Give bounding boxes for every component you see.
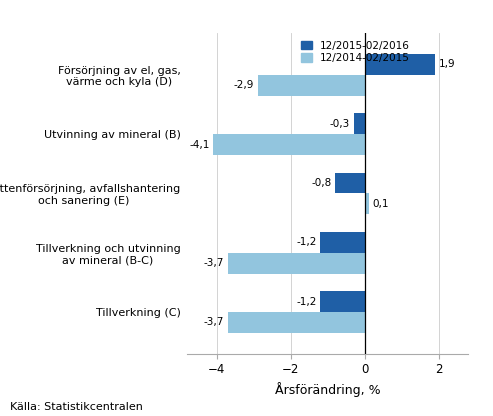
Text: -0,8: -0,8: [311, 178, 331, 188]
Text: -3,7: -3,7: [204, 317, 224, 327]
Bar: [213, 134, 365, 155]
Bar: [228, 253, 365, 274]
Text: 0,1: 0,1: [372, 199, 388, 209]
Legend: 12/2015-02/2016, 12/2014-02/2015: 12/2015-02/2016, 12/2014-02/2015: [299, 39, 412, 65]
Bar: [365, 193, 368, 214]
Bar: [258, 75, 365, 96]
Text: -3,7: -3,7: [204, 258, 224, 268]
Bar: [320, 232, 365, 253]
Bar: [365, 54, 435, 75]
Text: -4,1: -4,1: [189, 139, 210, 149]
Bar: [354, 113, 365, 134]
Text: -1,2: -1,2: [296, 238, 317, 248]
Text: Källa: Statistikcentralen: Källa: Statistikcentralen: [10, 402, 143, 412]
Text: -1,2: -1,2: [296, 297, 317, 307]
Text: -0,3: -0,3: [330, 119, 350, 129]
X-axis label: Årsförändring, %: Årsförändring, %: [275, 382, 381, 397]
Bar: [335, 173, 365, 193]
Bar: [228, 312, 365, 333]
Text: -2,9: -2,9: [234, 80, 254, 90]
Text: 1,9: 1,9: [439, 59, 456, 69]
Bar: [320, 291, 365, 312]
